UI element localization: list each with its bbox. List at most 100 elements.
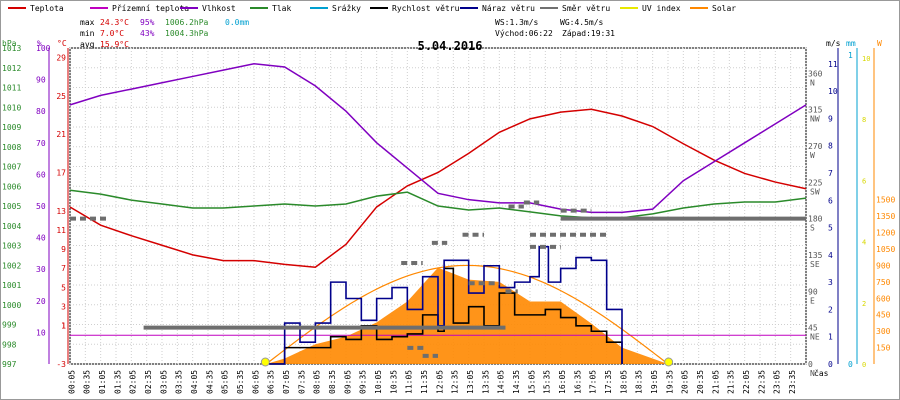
x-tick-label: 20:05: [681, 370, 690, 394]
x-tick-label: 02:35: [144, 370, 153, 394]
axis-direction-label: NW: [810, 115, 820, 124]
axis-direction-label: E: [810, 296, 815, 305]
series-teplota: [69, 108, 807, 269]
axis-direction-tick: 90: [808, 287, 818, 296]
x-tick-label: 05:35: [236, 370, 245, 394]
axis-pressure-tick: 999: [2, 321, 17, 330]
axis-pressure-tick: 1007: [2, 163, 21, 172]
stat-avg-label: avg: [80, 40, 95, 49]
legend-label: Vlhkost: [202, 4, 236, 13]
axis-pressure-tick: 1006: [2, 182, 21, 191]
x-tick-label: 05:05: [221, 370, 230, 394]
x-tick-label: 10:35: [389, 370, 398, 394]
x-tick-label: 22:35: [757, 370, 766, 394]
axis-solar-tick: 300: [876, 327, 891, 336]
x-tick-label: 06:05: [251, 370, 260, 394]
legend-label: UV index: [642, 4, 681, 13]
x-tick-label: 23:05: [773, 370, 782, 394]
axis-rain-tick: 1: [848, 51, 853, 60]
legend-label: Přízemní teplota: [112, 4, 189, 13]
x-tick-label: 08:05: [313, 370, 322, 394]
series-vlhkost: [69, 63, 807, 214]
axis-temp-tick: 1: [61, 322, 66, 331]
axis-wind-tick: 9: [828, 114, 833, 123]
axis-uv-tick: 0: [862, 361, 866, 369]
legend-label: Rychlost větru: [392, 4, 460, 13]
axis-direction-label: S: [810, 224, 815, 233]
axis-uv-tick: 8: [862, 116, 866, 124]
axis-solar-tick: 450: [876, 311, 891, 320]
stat-max-hum: 95%: [140, 18, 155, 27]
axis-solar-tick: 1200: [876, 229, 895, 238]
axis-temp-tick: 21: [56, 130, 66, 139]
x-tick-label: 13:35: [481, 370, 490, 394]
x-tick-label: 00:05: [67, 370, 76, 394]
axis-humidity-tick: 10: [36, 328, 46, 337]
axis-humidity-unit: %: [37, 39, 42, 48]
x-tick-label: 15:35: [543, 370, 552, 394]
x-tick-label: 08:35: [328, 370, 337, 394]
axis-temp-unit: °C: [57, 39, 67, 48]
x-tick-label: 21:05: [711, 370, 720, 394]
axis-humidity-tick: 70: [36, 139, 46, 148]
x-tick-label: 04:05: [190, 370, 199, 394]
axis-uv-tick: 2: [862, 300, 866, 308]
solar-area: [266, 267, 668, 364]
x-tick-label: 16:35: [573, 370, 582, 394]
x-tick-label: 21:35: [727, 370, 736, 394]
sunset: Západ:19:31: [562, 29, 615, 38]
axis-pressure-unit: hPa: [2, 39, 17, 48]
legend-label: Srážky: [332, 4, 361, 13]
x-tick-label: 02:05: [129, 370, 138, 394]
axis-rain-tick: 0: [848, 360, 853, 369]
x-tick-label: 15:05: [527, 370, 536, 394]
axis-direction-label: N: [810, 78, 815, 87]
axis-solar-tick: 1050: [876, 245, 895, 254]
axis-wind-tick: 7: [828, 169, 833, 178]
x-tick-label: 01:35: [113, 370, 122, 394]
x-tick-label: 13:05: [466, 370, 475, 394]
axis-temp-tick: 25: [56, 92, 66, 101]
axis-direction-tick: 0: [808, 360, 813, 369]
x-tick-label: 00:35: [83, 370, 92, 394]
wind-wg: WG:4.5m/s: [560, 18, 604, 27]
axis-wind-tick: 10: [828, 87, 838, 96]
axis-rain-unit: mm: [846, 39, 856, 48]
axis-pressure-tick: 1009: [2, 123, 21, 132]
x-tick-label: 18:05: [619, 370, 628, 394]
axis-solar-tick: 1350: [876, 212, 895, 221]
axis-wind-tick: 5: [828, 224, 833, 233]
axis-temp-tick: 7: [61, 264, 66, 273]
axis-temp-tick: 3: [61, 303, 66, 312]
axis-temp-tick: 13: [56, 207, 66, 216]
x-tick-label: 18:35: [635, 370, 644, 394]
legend-label: Náraz větru: [482, 4, 535, 13]
stat-avg-temp: 15.9°C: [100, 40, 129, 49]
axis-wind-tick: 8: [828, 142, 833, 151]
axis-wind-tick: 1: [828, 333, 833, 342]
axis-temp-tick: 1: [61, 322, 66, 331]
x-tick-label: 23:35: [788, 370, 797, 394]
solar-theoretical: [265, 264, 666, 365]
axis-direction-label: NE: [810, 333, 820, 342]
axis-wind-tick: 6: [828, 196, 833, 205]
axis-direction-label: SE: [810, 260, 820, 269]
axis-pressure-tick: 1002: [2, 261, 21, 270]
axis-direction-tick: 270: [808, 142, 823, 151]
x-tick-label: 06:35: [267, 370, 276, 394]
axis-pressure-tick: 1008: [2, 143, 21, 152]
series-rychlost-v-tru: [269, 267, 623, 365]
sunset-marker: [664, 357, 674, 367]
x-axis-label: čas: [814, 368, 829, 378]
axis-uv-tick: 6: [862, 177, 866, 185]
x-tick-label: 12:35: [451, 370, 460, 394]
stat-max-label: max: [80, 18, 95, 27]
axis-wind-tick: 0: [828, 360, 833, 369]
axis-solar-tick: 1500: [876, 196, 895, 205]
axis-direction-label: W: [810, 151, 815, 160]
legend-label: Směr větru: [562, 4, 610, 13]
axis-humidity-tick: 90: [36, 76, 46, 85]
axis-pressure-tick: 997: [2, 360, 17, 369]
series-tlak: [69, 189, 807, 219]
